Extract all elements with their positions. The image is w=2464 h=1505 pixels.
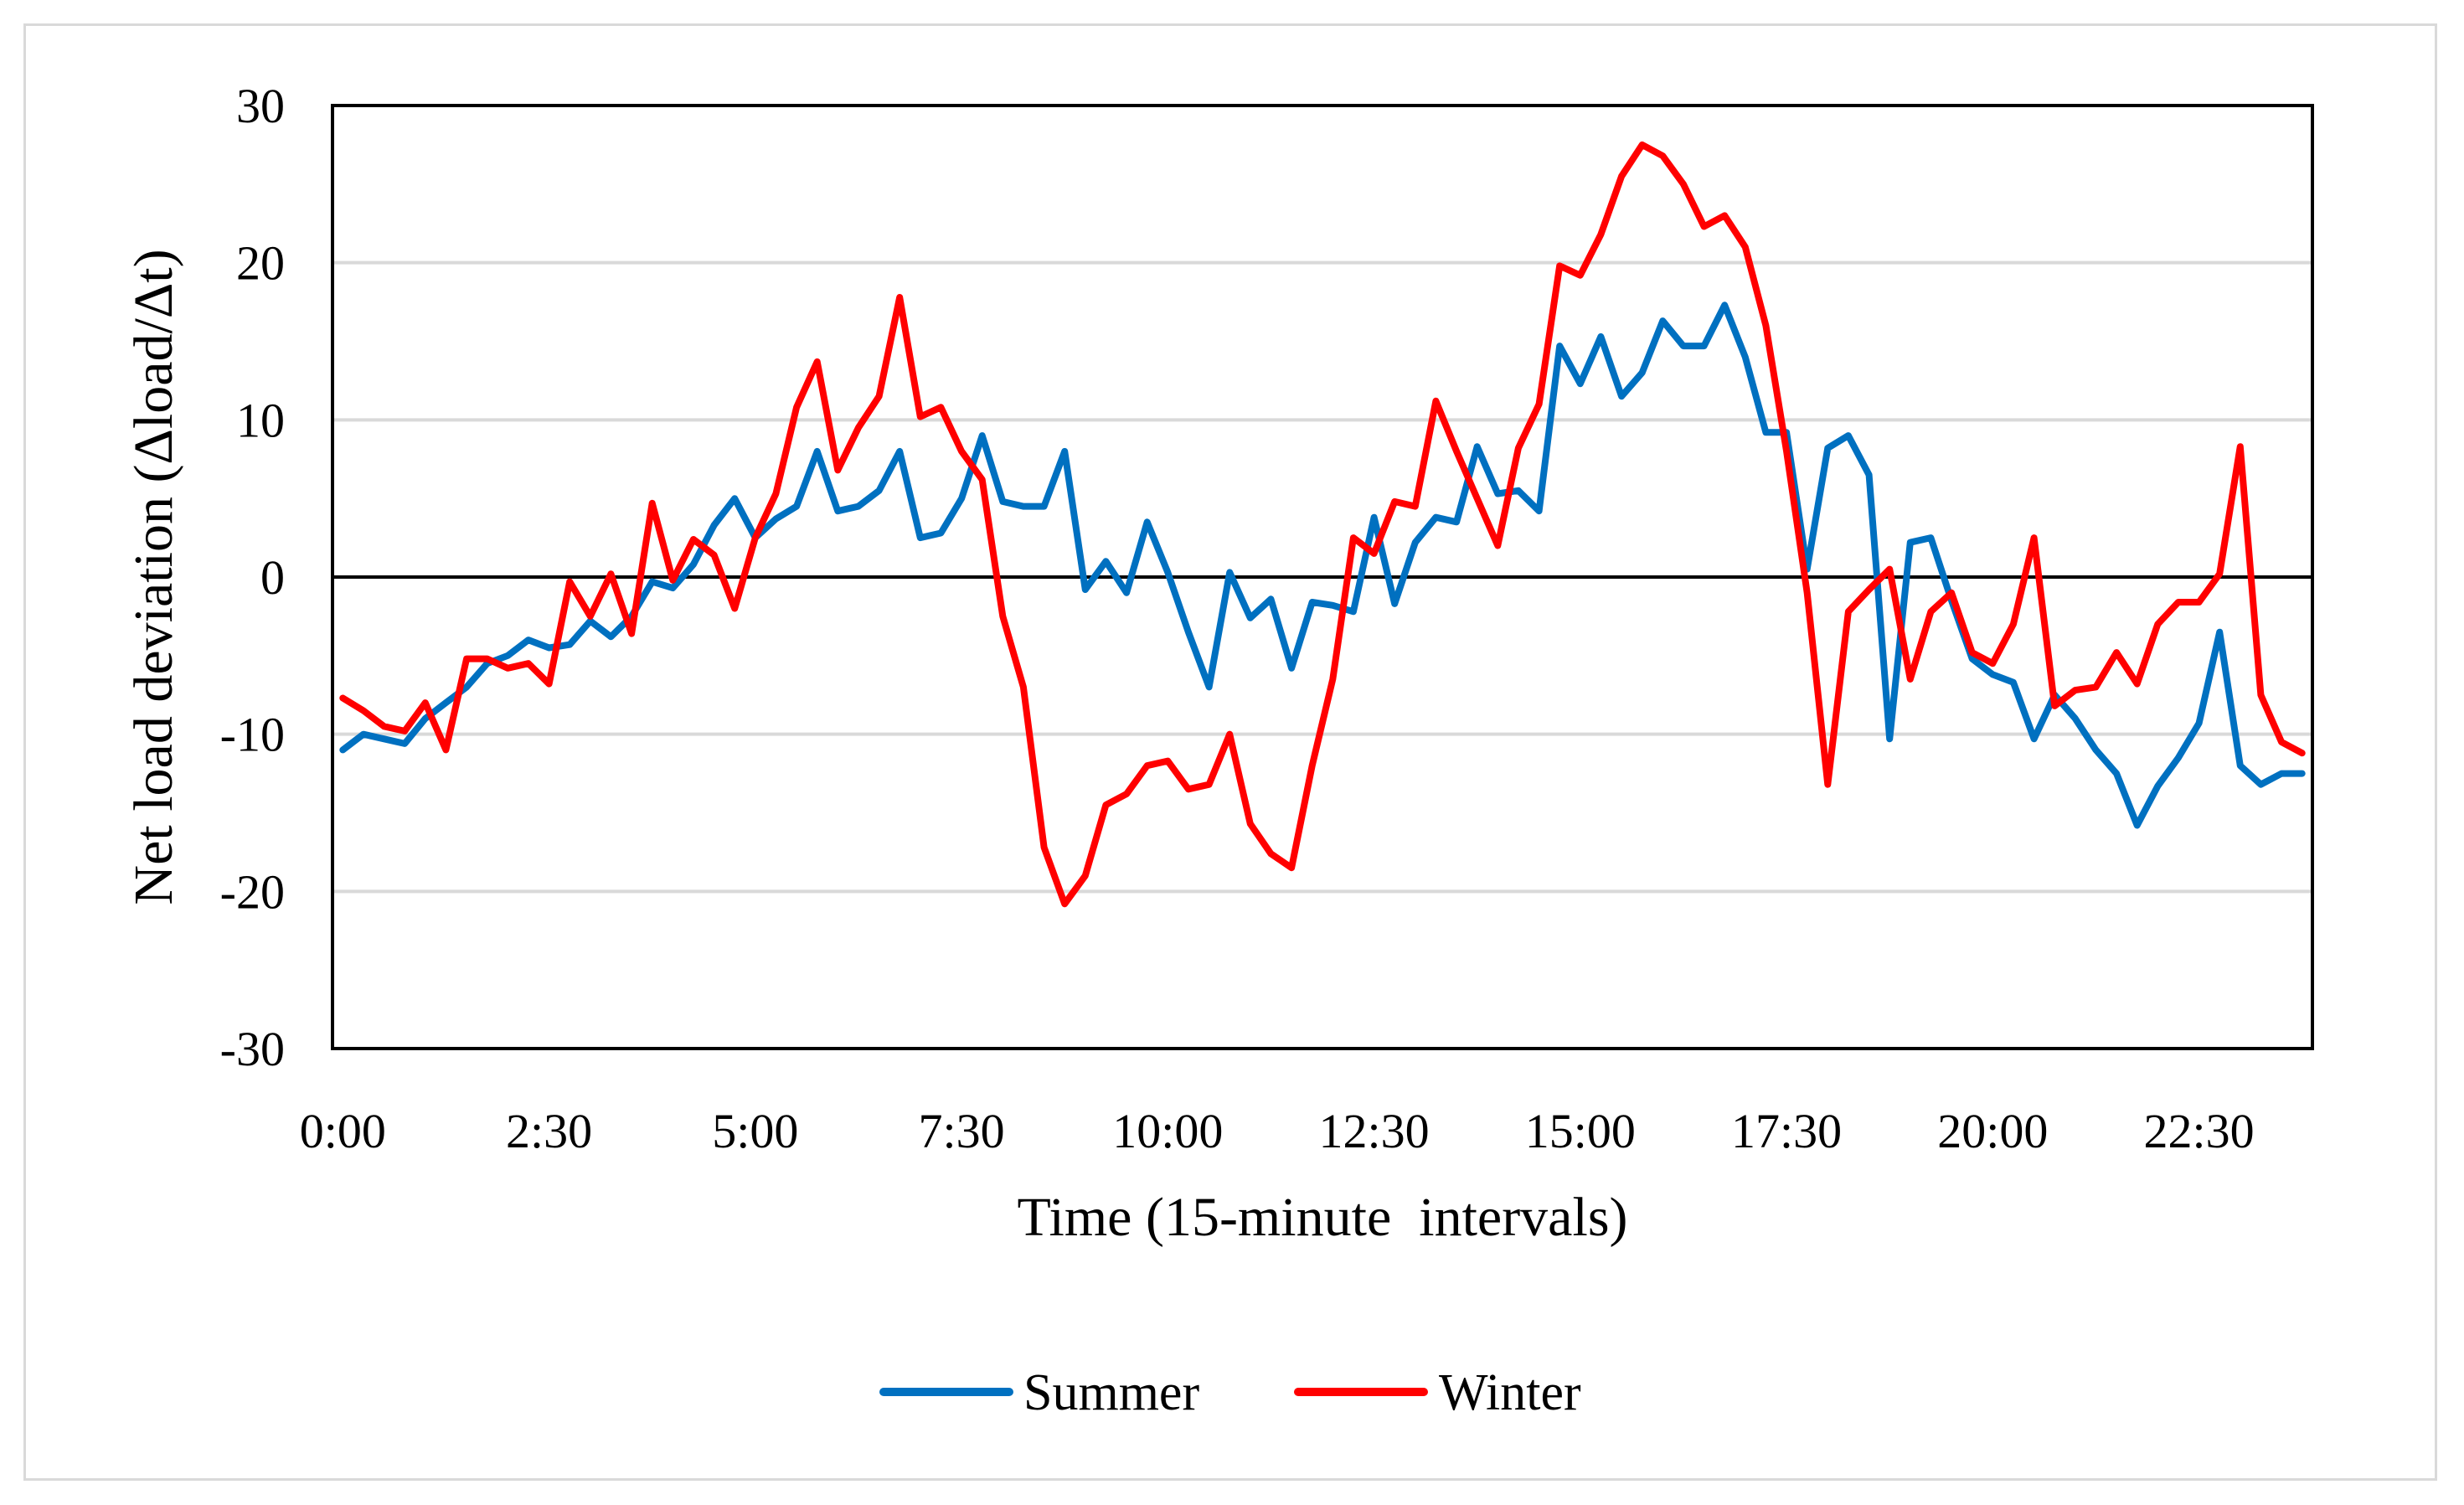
x-tick-label: 5:00: [712, 1104, 798, 1158]
x-axis-ticks: 0:00 2:30 5:00 7:30 10:00 12:30 15:00 17:30 20:0…: [300, 1104, 2255, 1158]
x-axis-title: Time (15-minute intervals): [1018, 1187, 1628, 1248]
x-tick-label: 10:00: [1112, 1104, 1223, 1158]
y-tick-label: 0: [260, 550, 285, 605]
chart-frame: [23, 23, 2437, 1481]
series-lines: [339, 141, 2306, 908]
series-line-summer: [339, 302, 2306, 829]
x-tick-label: 15:00: [1525, 1104, 1636, 1158]
legend-label-summer: Summer: [1023, 1364, 1199, 1421]
y-tick-label: 10: [236, 393, 285, 447]
y-tick-label: -10: [220, 708, 285, 762]
x-tick-label: 22:30: [2144, 1104, 2255, 1158]
plot-area: [331, 104, 2314, 1050]
series-line-winter: [339, 141, 2306, 908]
x-tick-label: 7:30: [919, 1104, 1005, 1158]
x-tick-label: 0:00: [300, 1104, 386, 1158]
x-tick-label: 12:30: [1319, 1104, 1430, 1158]
x-tick-label: 2:30: [506, 1104, 592, 1158]
x-tick-label: 20:00: [1937, 1104, 2048, 1158]
legend: Summer Winter: [879, 1364, 1581, 1421]
y-tick-label: 30: [236, 79, 285, 133]
x-tick-label: 17:30: [1731, 1104, 1842, 1158]
y-tick-label: 20: [236, 236, 285, 291]
y-axis-ticks: 30 20 10 0 -10 -20 -30: [220, 79, 285, 1076]
y-axis-title: Net load deviation (Δload/Δt): [123, 249, 184, 905]
legend-label-winter: Winter: [1439, 1364, 1581, 1421]
y-tick-label: -20: [220, 864, 285, 919]
y-tick-label: -30: [220, 1022, 285, 1076]
